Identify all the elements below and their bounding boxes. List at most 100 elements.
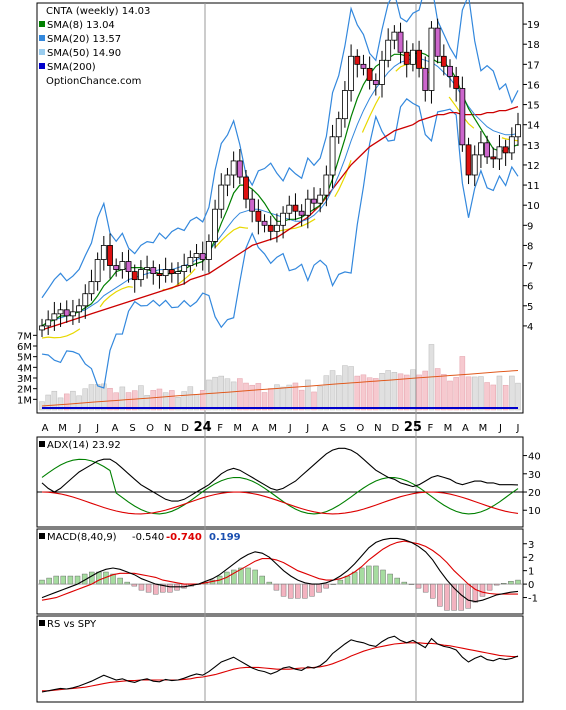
- macd-histogram-bar: [124, 581, 130, 585]
- volume-bar: [453, 377, 459, 411]
- candle-body: [144, 267, 150, 270]
- candle-body: [39, 325, 45, 331]
- x-axis-label: N: [374, 423, 381, 434]
- price-tick-label: 19: [527, 20, 540, 31]
- volume-bar: [379, 373, 385, 411]
- macd-histogram-bar: [387, 573, 393, 585]
- candle-body: [63, 309, 70, 317]
- macd-histogram-bar: [67, 575, 74, 585]
- macd-value-3: 0.199: [209, 532, 241, 543]
- volume-bar: [342, 365, 348, 411]
- volume-bar: [230, 381, 237, 411]
- x-axis-label: J: [498, 423, 502, 434]
- candle-body: [125, 261, 132, 272]
- volume-tick-label: 5M: [17, 353, 32, 364]
- macd-line: [41, 537, 519, 603]
- upper-band: [41, 0, 519, 299]
- adx-title: ADX(14) 23.92: [47, 440, 121, 451]
- candle-body: [360, 63, 367, 69]
- volume-bar: [298, 389, 305, 411]
- volume-bar: [181, 391, 187, 411]
- candle-body: [471, 154, 478, 176]
- candle-body: [317, 194, 324, 204]
- candle-body: [168, 269, 175, 274]
- volume-bar: [373, 378, 379, 411]
- volume-bar: [156, 388, 163, 411]
- candle-body: [70, 311, 76, 317]
- candle-body: [459, 88, 466, 146]
- macd-histogram-bar: [359, 567, 365, 585]
- candle-body: [230, 160, 237, 176]
- candle-body: [515, 124, 521, 138]
- macd-histogram-bar: [394, 577, 400, 585]
- volume-bar: [410, 369, 416, 411]
- candle-body: [348, 55, 354, 91]
- x-axis-label: J: [516, 423, 520, 434]
- volume-bar: [224, 378, 231, 411]
- volume-bar: [261, 392, 268, 411]
- legend-swatch-sma20: [39, 35, 45, 41]
- adx-line: [41, 447, 519, 502]
- volume-bar: [509, 375, 515, 411]
- candle-body: [206, 241, 212, 260]
- candle-body: [138, 269, 144, 281]
- volume-bar: [150, 390, 157, 411]
- x-axis-label: 25: [404, 420, 422, 435]
- candle-body: [113, 265, 120, 270]
- adx-plus-di-line: [41, 458, 519, 515]
- candle-body: [379, 59, 385, 85]
- volume-bar: [335, 375, 342, 411]
- macd-tick-label: 0: [528, 580, 534, 591]
- volume-tick-label: 1M: [17, 395, 32, 406]
- candle-body: [335, 118, 342, 138]
- macd-histogram-bar: [39, 579, 45, 585]
- candle-body: [323, 174, 330, 196]
- volume-bar: [360, 374, 367, 411]
- volume-bar: [45, 394, 51, 411]
- volume-bar: [515, 382, 521, 411]
- x-axis-label: S: [340, 423, 346, 434]
- macd-histogram-bar: [53, 575, 59, 585]
- volume-tick-label: 2M: [17, 385, 32, 396]
- price-tick-label: 15: [527, 101, 540, 112]
- price-tick-label: 12: [527, 161, 540, 172]
- x-axis-label: M: [58, 423, 67, 434]
- macd-histogram-bar: [437, 583, 443, 607]
- rs-line: [41, 635, 519, 693]
- macd-histogram-bar: [273, 583, 280, 591]
- adx-panel-frame: [36, 436, 524, 528]
- volume-bar: [391, 372, 398, 411]
- rs-title-swatch: [39, 620, 45, 626]
- volume-bar: [465, 376, 472, 411]
- price-tick-label: 17: [527, 60, 540, 71]
- x-axis-label: O: [356, 423, 364, 434]
- x-axis-label: M: [444, 423, 453, 434]
- candle-body: [416, 49, 422, 69]
- macd-histogram-bar: [366, 565, 372, 585]
- macd-histogram-bar: [280, 583, 287, 597]
- x-axis-label: D: [181, 423, 189, 434]
- candle-body: [107, 245, 113, 266]
- candle-body: [298, 210, 305, 216]
- rs-title: RS vs SPY: [47, 619, 97, 630]
- macd-title: MACD(8,40,9): [47, 532, 117, 543]
- price-tick-label: 18: [527, 40, 540, 51]
- volume-bar: [175, 397, 181, 411]
- macd-histogram-bar: [444, 583, 450, 611]
- x-axis-label: M: [233, 423, 242, 434]
- candle-body: [502, 146, 509, 154]
- volume-bar: [82, 388, 89, 411]
- price-tick-label: 7: [527, 262, 533, 273]
- volume-bar: [354, 375, 361, 411]
- adx-tick-label: 20: [528, 488, 541, 499]
- rs-panel-frame: [36, 615, 524, 703]
- x-axis-label: O: [146, 423, 154, 434]
- macd-histogram-bar: [380, 569, 386, 585]
- volume-bar: [292, 382, 299, 411]
- macd-histogram-bar: [145, 583, 152, 593]
- volume-bar: [403, 374, 410, 411]
- volume-bar: [249, 384, 255, 411]
- volume-bar: [199, 390, 206, 411]
- candle-body: [94, 259, 101, 283]
- macd-histogram-bar: [167, 583, 173, 593]
